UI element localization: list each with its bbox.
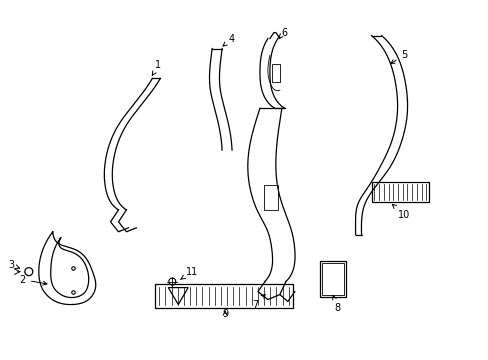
Bar (321, 263, 343, 294)
Text: 9: 9 (222, 310, 228, 319)
Text: 3: 3 (8, 260, 20, 270)
Text: 10: 10 (391, 204, 409, 220)
Text: 8: 8 (332, 296, 340, 312)
Text: 1: 1 (152, 60, 161, 76)
Bar (264, 185, 277, 210)
Text: 5: 5 (390, 50, 407, 63)
Bar (155, 284, 292, 307)
Text: 4: 4 (223, 33, 235, 46)
Text: 7: 7 (251, 294, 264, 310)
Bar (371, 182, 428, 202)
Text: 11: 11 (181, 267, 198, 279)
Text: 2: 2 (20, 275, 47, 285)
Bar (271, 64, 279, 82)
Bar (319, 261, 345, 297)
Text: 6: 6 (278, 28, 287, 38)
